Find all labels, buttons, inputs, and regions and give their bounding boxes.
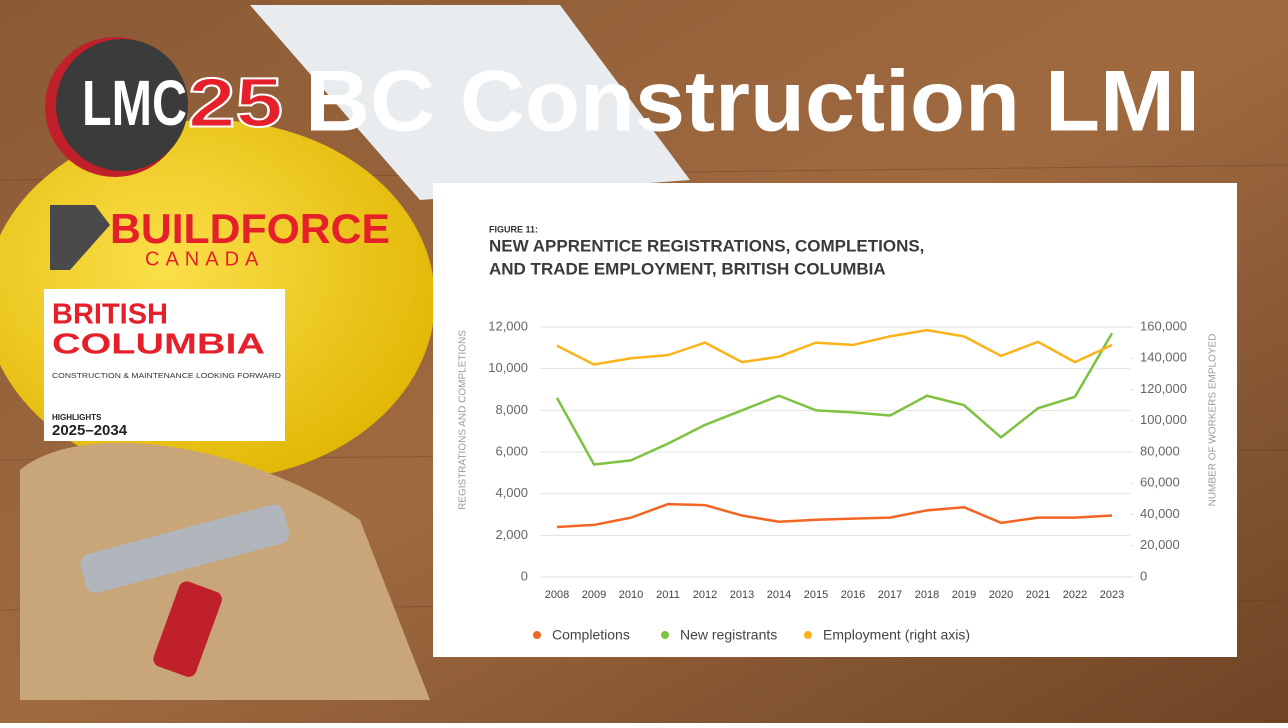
y-axis-label: REGISTRATIONS AND COMPLETIONS bbox=[458, 330, 469, 510]
chart-title: NEW APPRENTICE REGISTRATIONS, COMPLETION… bbox=[489, 236, 924, 255]
blueprint bbox=[250, 5, 690, 200]
y2-tick-label: 60,000 bbox=[1140, 475, 1180, 490]
report-cover bbox=[44, 289, 285, 441]
y2-tick-label: 100,000 bbox=[1140, 412, 1187, 427]
x-tick-label: 2016 bbox=[841, 589, 865, 601]
y2-tick-label: 160,000 bbox=[1140, 318, 1187, 333]
y-tick-label: 0 bbox=[521, 568, 528, 583]
legend-marker bbox=[804, 631, 812, 639]
x-tick-label: 2009 bbox=[582, 589, 606, 601]
x-tick-label: 2011 bbox=[656, 589, 680, 601]
legend-marker bbox=[661, 631, 669, 639]
x-tick-label: 2020 bbox=[989, 589, 1013, 601]
logo-text: LMC bbox=[82, 67, 187, 139]
x-tick-label: 2013 bbox=[730, 589, 754, 601]
figure-label: FIGURE 11: bbox=[489, 224, 538, 234]
legend-marker bbox=[533, 631, 541, 639]
series-line bbox=[556, 502, 1113, 529]
y-tick-label: 6,000 bbox=[495, 443, 528, 458]
report-subtitle: CONSTRUCTION & MAINTENANCE LOOKING FORWA… bbox=[52, 373, 281, 380]
hammer-head bbox=[80, 504, 290, 593]
buildforce-sub: CANADA bbox=[145, 248, 264, 270]
x-tick-label: 2022 bbox=[1063, 589, 1087, 601]
logo-number: 25 bbox=[188, 63, 283, 141]
series-line bbox=[555, 332, 1114, 466]
y-tick-label: 10,000 bbox=[488, 360, 528, 375]
y2-tick-label: 20,000 bbox=[1140, 537, 1180, 552]
y-tick-label: 8,000 bbox=[495, 402, 528, 417]
x-tick-label: 2012 bbox=[693, 589, 717, 601]
chart-panel bbox=[433, 183, 1237, 657]
y2-axis-label: NUMBER OF WORKERS EMPLOYED bbox=[1208, 334, 1219, 507]
y-tick-label: 2,000 bbox=[495, 527, 528, 542]
x-tick-label: 2023 bbox=[1100, 589, 1124, 601]
x-tick-label: 2015 bbox=[804, 589, 828, 601]
y2-tick-label: 140,000 bbox=[1140, 350, 1187, 365]
y-tick-label: 4,000 bbox=[495, 485, 528, 500]
x-tick-label: 2018 bbox=[915, 589, 939, 601]
report-kicker: HIGHLIGHTS bbox=[52, 413, 102, 422]
slide-title: BC Construction LMI bbox=[305, 54, 1200, 150]
y2-tick-label: 80,000 bbox=[1140, 443, 1180, 458]
legend-label: New registrants bbox=[680, 627, 777, 643]
x-tick-label: 2017 bbox=[878, 589, 902, 601]
chart-title: AND TRADE EMPLOYMENT, BRITISH COLUMBIA bbox=[489, 259, 886, 278]
x-tick-label: 2014 bbox=[767, 589, 791, 601]
buildforce-name: BUILDFORCE bbox=[110, 205, 390, 252]
logo-disc bbox=[56, 39, 188, 171]
x-tick-label: 2021 bbox=[1026, 589, 1050, 601]
y2-tick-label: 40,000 bbox=[1140, 506, 1180, 521]
report-title: BRITISH bbox=[52, 299, 168, 331]
hammer-handle bbox=[153, 581, 222, 677]
legend-label: Employment (right axis) bbox=[823, 627, 970, 643]
series-line bbox=[556, 328, 1113, 366]
report-years: 2025–2034 bbox=[52, 422, 128, 439]
x-tick-label: 2019 bbox=[952, 589, 976, 601]
buildforce-mark bbox=[50, 205, 110, 270]
x-tick-label: 2008 bbox=[545, 589, 569, 601]
report-title: COLUMBIA bbox=[52, 329, 265, 361]
y2-tick-label: 120,000 bbox=[1140, 381, 1187, 396]
legend-label: Completions bbox=[552, 627, 630, 643]
x-tick-label: 2010 bbox=[619, 589, 643, 601]
y2-tick-label: 0 bbox=[1140, 568, 1147, 583]
gloves bbox=[20, 442, 430, 700]
y-tick-label: 12,000 bbox=[488, 318, 528, 333]
